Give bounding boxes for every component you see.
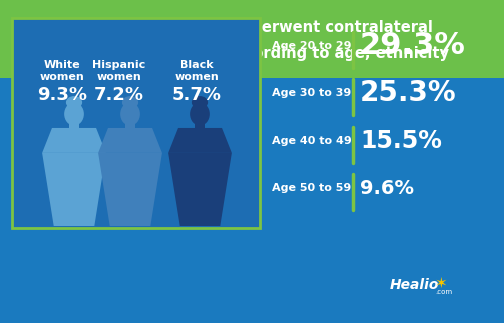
Text: Healio: Healio (390, 278, 439, 292)
Text: Hispanic
women: Hispanic women (92, 60, 146, 82)
Text: Age 20 to 29: Age 20 to 29 (272, 41, 351, 51)
Text: ✶: ✶ (435, 276, 448, 290)
Ellipse shape (190, 102, 210, 126)
Bar (0, 0, 504, 78)
Text: 9.6%: 9.6% (360, 179, 414, 198)
Text: Age 50 to 59: Age 50 to 59 (272, 183, 351, 193)
Text: .com: .com (435, 289, 452, 295)
Text: 25.3%: 25.3% (360, 79, 457, 107)
Polygon shape (98, 128, 162, 153)
Text: Proportion of women who underwent contralateral: Proportion of women who underwent contra… (12, 20, 433, 35)
Text: 29.3%: 29.3% (360, 31, 466, 60)
Polygon shape (42, 128, 106, 153)
Polygon shape (168, 153, 232, 226)
Bar (0, 78, 504, 81)
Polygon shape (98, 153, 162, 226)
Text: Age 30 to 39: Age 30 to 39 (272, 88, 351, 98)
Ellipse shape (120, 102, 140, 126)
Text: 5.7%: 5.7% (172, 86, 222, 104)
Ellipse shape (66, 96, 82, 109)
Text: White
women: White women (40, 60, 84, 82)
FancyBboxPatch shape (12, 18, 260, 228)
Text: Black
women: Black women (174, 60, 219, 82)
Polygon shape (168, 128, 232, 153)
Ellipse shape (122, 96, 138, 109)
Text: 15.5%: 15.5% (360, 129, 442, 153)
Ellipse shape (192, 96, 208, 109)
Text: prophylactic mastectomy according to age, ethnicity: prophylactic mastectomy according to age… (12, 46, 449, 61)
Bar (196, 118, 205, 130)
Bar (125, 118, 135, 130)
Polygon shape (42, 153, 106, 226)
Bar (70, 118, 79, 130)
Ellipse shape (64, 102, 84, 126)
Text: 9.3%: 9.3% (37, 86, 87, 104)
Text: 7.2%: 7.2% (94, 86, 144, 104)
Text: Age 40 to 49: Age 40 to 49 (272, 136, 352, 146)
